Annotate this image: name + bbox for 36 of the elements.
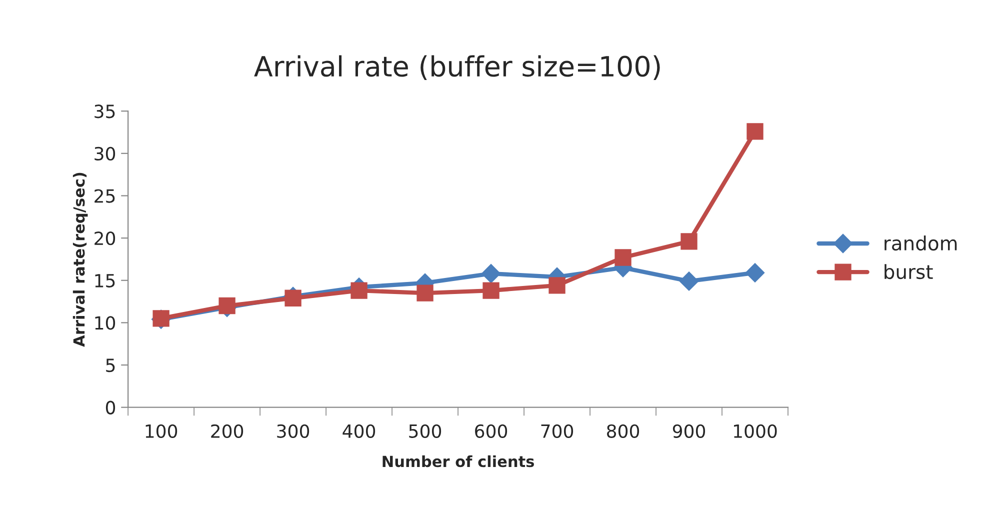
y-tick-label: 10: [95, 316, 116, 330]
point: [284, 290, 302, 306]
point: [152, 310, 170, 327]
y-axis-title: Arrival rate(req/sec): [72, 172, 88, 347]
x-tick-label: 300: [277, 424, 310, 438]
x-tick-label: 200: [211, 424, 244, 438]
x-tick-label: 800: [607, 424, 640, 438]
legend-label: burst: [884, 264, 933, 280]
point: [548, 277, 566, 294]
y-tick-label: 0: [106, 400, 116, 414]
x-tick-label: 700: [541, 424, 574, 438]
legend-label: random: [884, 236, 957, 251]
point: [745, 263, 765, 282]
x-tick-label: 500: [409, 424, 442, 438]
x-axis-title: Number of clients: [382, 455, 534, 468]
x-tick-label: 600: [475, 424, 508, 438]
x-tick-label: 1000: [734, 424, 777, 438]
y-tick-label: 5: [106, 358, 115, 372]
point: [746, 123, 764, 140]
y-tick-label: 20: [94, 232, 116, 246]
point: [679, 272, 699, 291]
y-tick-label: 25: [94, 189, 115, 203]
point: [614, 249, 632, 266]
point: [350, 282, 368, 299]
y-tick-label: 35: [94, 104, 115, 118]
point: [218, 297, 236, 314]
point: [680, 233, 698, 250]
point: [416, 284, 434, 302]
x-tick-label: 100: [146, 424, 178, 438]
point: [482, 282, 500, 299]
point: [481, 264, 501, 284]
x-tick-label: 900: [672, 424, 706, 438]
x-tick-label: 400: [342, 424, 376, 438]
y-tick-label: 30: [94, 146, 116, 161]
chart-title: Arrival rate (buffer size=100): [254, 55, 660, 80]
y-tick-label: 15: [95, 274, 115, 288]
